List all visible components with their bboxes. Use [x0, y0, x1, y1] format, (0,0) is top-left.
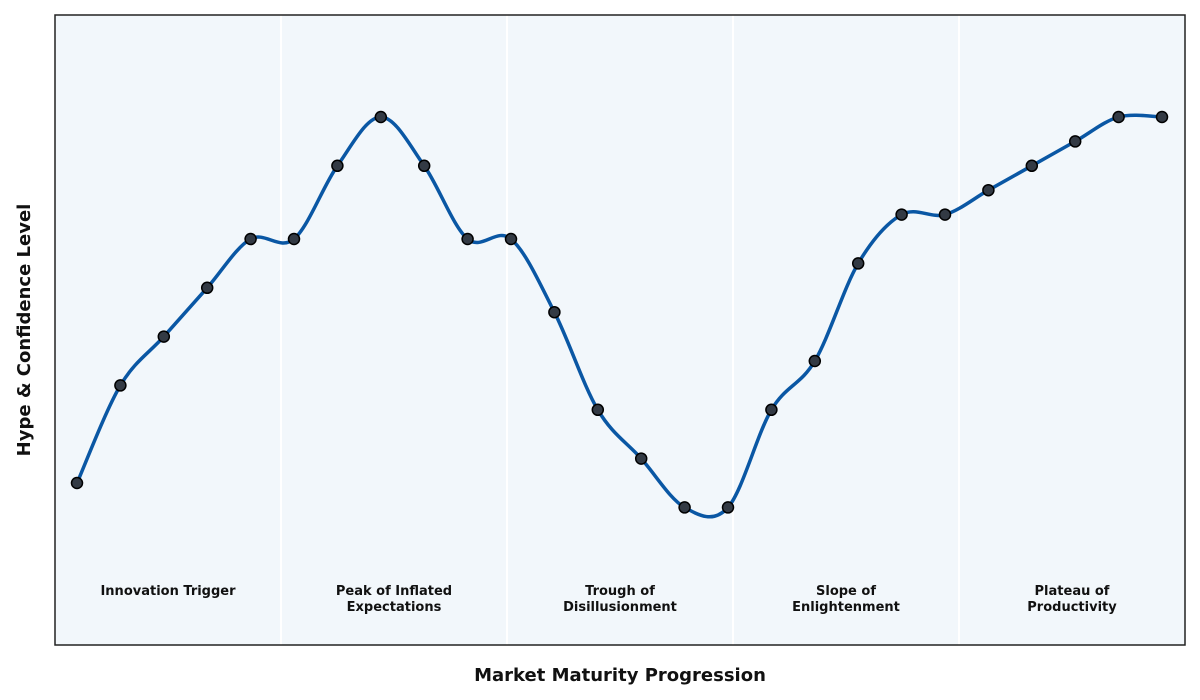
phase-dividers [280, 15, 960, 645]
data-point [982, 183, 995, 197]
data-point [1155, 110, 1169, 124]
data-point [851, 257, 865, 270]
data-point [157, 330, 171, 343]
data-point [808, 354, 822, 368]
data-point [114, 379, 127, 392]
data-point [417, 159, 431, 173]
data-point [765, 403, 778, 417]
data-point [591, 403, 605, 417]
data-point [70, 476, 84, 490]
data-point [1025, 159, 1039, 173]
data-markers [70, 110, 1169, 514]
data-point [548, 305, 561, 319]
data-point [374, 110, 388, 124]
data-point [1068, 135, 1082, 148]
phase-label: Peak of Inflated Expectations [336, 584, 452, 615]
data-point [244, 232, 257, 246]
data-point [200, 281, 214, 295]
data-point [287, 232, 301, 246]
plot-background [55, 15, 1185, 645]
phase-label: Plateau of Productivity [1027, 584, 1117, 615]
y-axis-title: Hype & Confidence Level [14, 204, 35, 457]
phase-label: Trough of Disillusionment [563, 584, 677, 615]
data-point [331, 159, 344, 173]
phase-label: Innovation Trigger [100, 584, 236, 599]
data-point [504, 232, 518, 246]
data-point [938, 208, 952, 221]
data-point [461, 232, 474, 246]
data-point [678, 501, 691, 514]
x-axis-title: Market Maturity Progression [474, 665, 766, 686]
data-point [634, 452, 648, 465]
plot-frame [54, 14, 1186, 646]
phase-labels: Innovation Trigger Peak of Inflated Expect… [100, 584, 1117, 615]
data-point [1112, 110, 1125, 124]
data-point [721, 501, 735, 514]
data-point [895, 208, 908, 221]
phase-label: Slope of Enlightenment [792, 584, 900, 615]
